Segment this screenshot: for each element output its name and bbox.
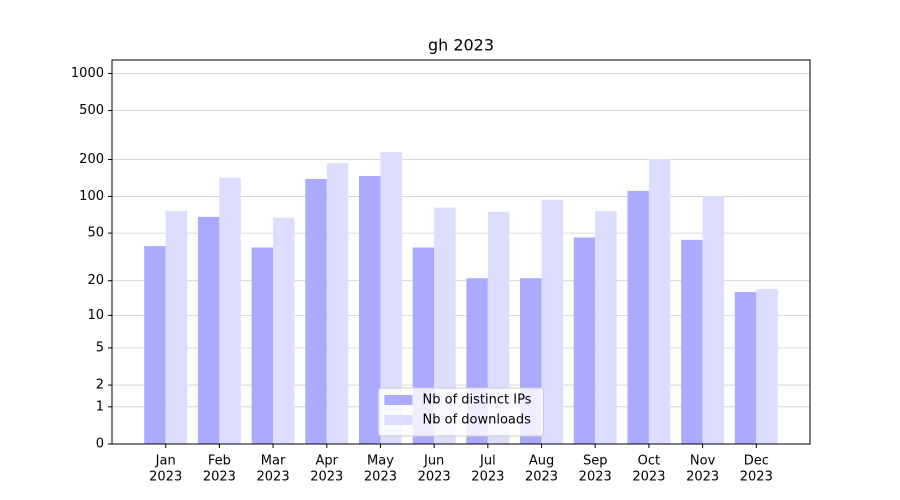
y-tick-label: 20 <box>87 273 104 288</box>
bar <box>734 292 757 444</box>
x-tick-label: Mar <box>261 454 286 469</box>
legend-swatch <box>384 415 413 425</box>
bar <box>144 246 166 444</box>
legend-box <box>378 387 544 437</box>
bar <box>197 216 220 444</box>
y-tick-label: 1 <box>96 399 104 414</box>
bar <box>273 217 295 444</box>
x-tick-label: 2023 <box>525 470 558 485</box>
legend-label: Nb of downloads <box>423 413 532 428</box>
bar <box>627 190 649 444</box>
plot-frame <box>111 59 811 445</box>
bar <box>305 178 327 445</box>
x-tick-label: 2023 <box>364 470 397 485</box>
bar <box>702 195 725 444</box>
bar <box>251 247 274 444</box>
bar <box>681 239 703 444</box>
chart-title: gh 2023 <box>428 36 494 55</box>
x-tick-label: 2023 <box>686 470 719 485</box>
x-tick-label: Aug <box>529 454 554 469</box>
y-tick-label: 50 <box>87 226 104 241</box>
bar <box>165 211 188 444</box>
x-tick-label: 2023 <box>149 470 182 485</box>
x-tick-label: Jan <box>155 454 176 469</box>
x-tick-label: Sep <box>583 454 608 469</box>
legend: Nb of distinct IPs Nb of downloads <box>378 387 544 437</box>
y-tick-label: 200 <box>79 152 104 167</box>
legend-label: Nb of distinct IPs <box>423 393 532 408</box>
x-tick-label: Nov <box>690 454 716 469</box>
x-tick-label: May <box>367 454 394 469</box>
bar <box>434 207 456 444</box>
bar <box>380 152 402 444</box>
bar <box>326 163 349 444</box>
bar <box>573 237 596 444</box>
x-tick-label: 2023 <box>418 470 451 485</box>
x-tick-label: Jun <box>423 454 444 469</box>
y-tick-label: 100 <box>79 189 104 204</box>
x-tick-label: 2023 <box>632 470 665 485</box>
bar <box>487 211 510 444</box>
x-tick-label: Feb <box>208 454 231 469</box>
x-tick-label: 2023 <box>257 470 290 485</box>
y-tick-label: 500 <box>79 103 104 118</box>
x-tick-label: 2023 <box>579 470 612 485</box>
x-tick-label: 2023 <box>310 470 343 485</box>
y-tick-label: 0 <box>96 437 104 452</box>
bar <box>595 211 617 444</box>
bar <box>358 175 381 444</box>
x-tick-label: Jul <box>479 454 496 469</box>
y-tick-label: 10 <box>87 308 104 323</box>
x-tick-label: Apr <box>316 454 339 469</box>
y-tick-label: 1000 <box>71 66 104 81</box>
x-tick-label: Oct <box>638 454 660 469</box>
x-tick-label: 2023 <box>471 470 504 485</box>
x-tick-label: 2023 <box>740 470 773 485</box>
bar <box>756 288 778 444</box>
x-tick-label: 2023 <box>203 470 236 485</box>
bar <box>541 199 564 444</box>
bar <box>648 159 671 444</box>
y-tick-label: 2 <box>96 378 104 393</box>
y-tick-label: 5 <box>96 340 104 355</box>
bar <box>219 177 241 444</box>
legend-swatch <box>384 395 413 405</box>
x-tick-label: Dec <box>744 454 769 469</box>
